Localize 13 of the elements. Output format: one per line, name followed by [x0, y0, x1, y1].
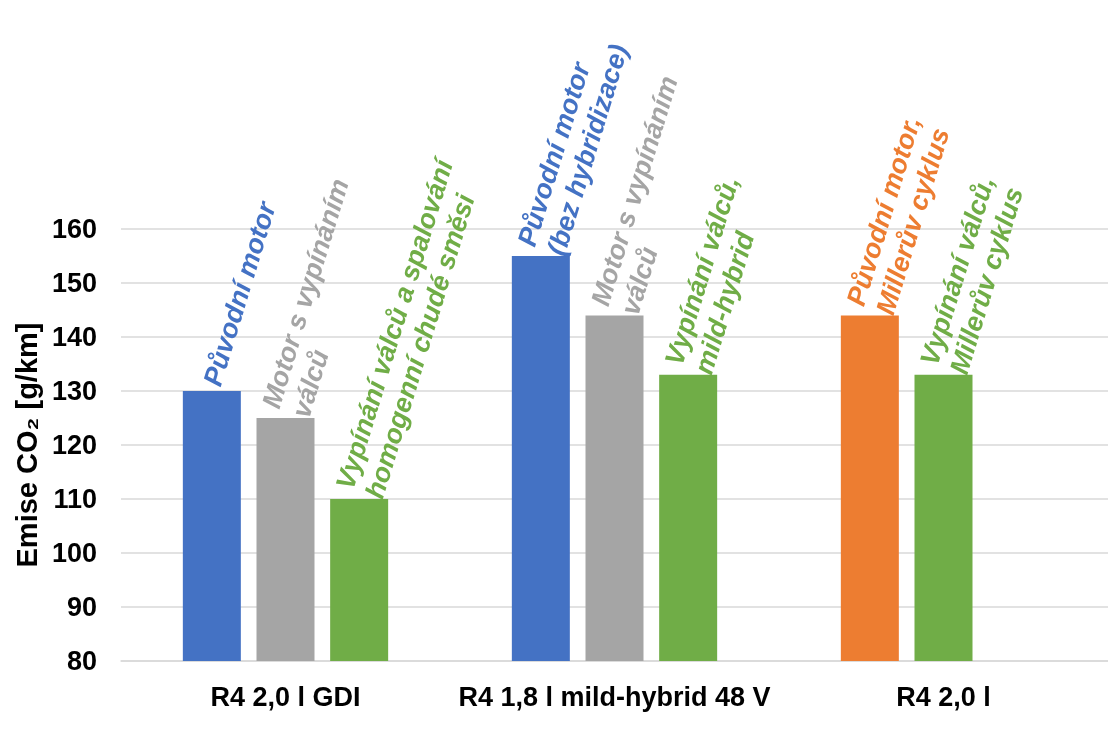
y-tick-label: 100	[51, 538, 97, 568]
y-tick-label: 160	[51, 214, 97, 244]
x-tick-label: R4 2,0 l GDI	[210, 681, 361, 712]
y-tick-label: 90	[66, 592, 97, 622]
y-tick-label: 130	[51, 376, 97, 406]
y-tick-label: 140	[51, 322, 97, 352]
y-tick-label: 120	[51, 430, 97, 460]
y-tick-label: 110	[53, 484, 97, 514]
y-tick-label: 80	[66, 646, 97, 676]
x-tick-label: R4 1,8 l mild-hybrid 48 V	[458, 681, 771, 712]
y-axis-title: Emise CO₂ [g/km]	[10, 322, 43, 568]
x-tick-label: R4 2,0 l	[896, 681, 991, 712]
y-tick-label: 150	[51, 268, 97, 298]
